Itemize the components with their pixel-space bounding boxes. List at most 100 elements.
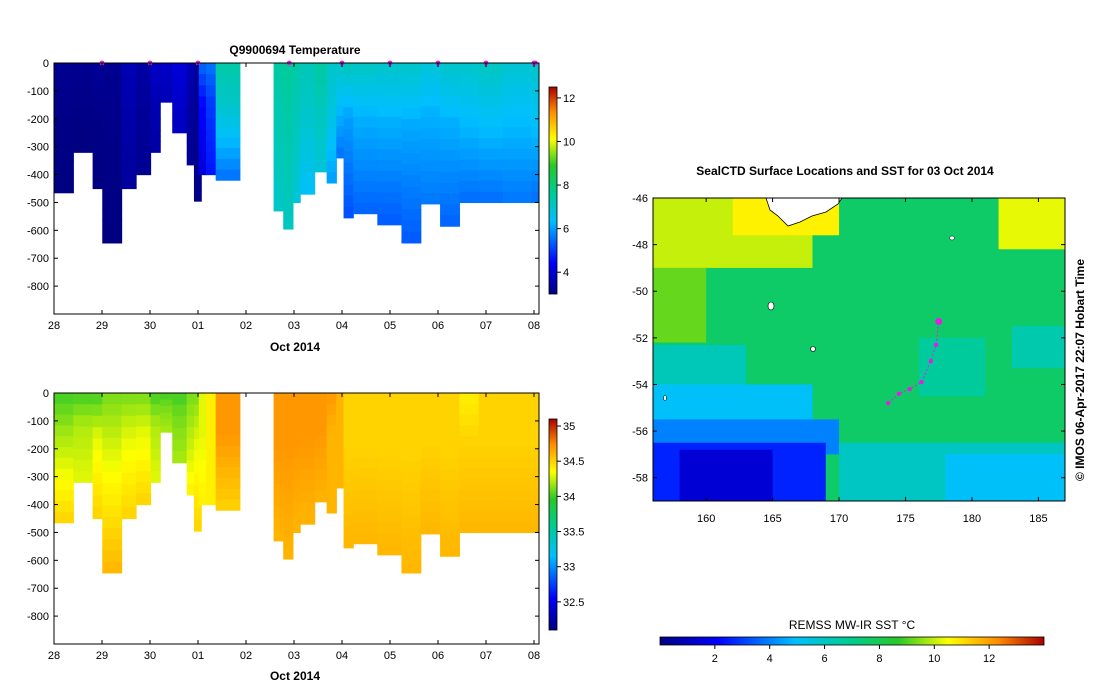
- section-cell: [377, 84, 403, 96]
- section-cell: [172, 451, 188, 464]
- section-cell: [54, 457, 74, 470]
- section-cell: [92, 461, 103, 474]
- section-cell: [377, 468, 403, 480]
- section-cell: [215, 403, 241, 415]
- sst-colorbar: [659, 636, 1045, 646]
- section-cell: [292, 393, 301, 405]
- section-cell: [193, 485, 202, 498]
- section-cell: [136, 482, 152, 494]
- section-cell: [343, 107, 354, 119]
- section-cell: [478, 159, 504, 171]
- section-cell: [440, 436, 460, 448]
- section-cell: [273, 85, 284, 98]
- section-cell: [401, 152, 422, 165]
- section-cell: [531, 95, 539, 107]
- section-cell: [136, 96, 152, 109]
- section-cell: [215, 148, 241, 160]
- section-cell: [531, 116, 539, 128]
- section-cell: [193, 462, 202, 475]
- section-cell: [377, 63, 403, 75]
- section-cell: [336, 403, 345, 415]
- section-cell: [502, 148, 533, 161]
- section-cell: [502, 73, 533, 86]
- section-cell: [502, 414, 533, 426]
- section-cell: [440, 139, 460, 151]
- section-cell: [73, 448, 94, 461]
- section-cell: [292, 500, 301, 512]
- y-tick-label: -300: [27, 472, 49, 484]
- section-cell: [326, 172, 337, 184]
- section-cell: [54, 181, 74, 194]
- island-campbell: [810, 346, 816, 352]
- section-cell: [73, 129, 94, 142]
- section-cell: [478, 403, 504, 416]
- section-cell: [440, 182, 460, 195]
- section-cell: [292, 510, 301, 523]
- section-cell: [215, 158, 241, 171]
- section-cell: [292, 116, 301, 128]
- section-cell: [377, 95, 403, 107]
- section-cell: [102, 209, 123, 221]
- section-cell: [273, 529, 284, 542]
- section-cell: [300, 172, 316, 184]
- section-cell: [440, 393, 460, 405]
- section-cell: [193, 155, 202, 168]
- section-cell: [478, 127, 504, 139]
- section-cell: [92, 472, 103, 485]
- x-tick-label: 02: [240, 320, 252, 332]
- section-cell: [531, 191, 539, 204]
- section-cell: [420, 468, 441, 481]
- section-cell: [136, 118, 152, 131]
- section-cell: [478, 63, 504, 75]
- y-tick-label: -500: [27, 197, 49, 209]
- section-cell: [420, 512, 441, 524]
- section-cell: [314, 84, 328, 97]
- section-cell: [160, 412, 173, 420]
- section-cell: [292, 138, 301, 150]
- section-cell: [459, 489, 480, 501]
- section-cell: [206, 152, 217, 164]
- sst-map-panel: SealCTD Surface Locations and SST for 03…: [632, 164, 1087, 665]
- section-cell: [92, 495, 103, 508]
- colorbar-tick-label: 34: [563, 491, 575, 503]
- section-cell: [401, 209, 422, 221]
- section-cell: [206, 459, 217, 472]
- temperature-cells: [54, 63, 539, 244]
- section-cell: [150, 437, 161, 450]
- section-cell: [377, 414, 403, 426]
- section-cell: [353, 446, 378, 459]
- salinity-cells: [54, 393, 539, 574]
- section-cell: [531, 521, 539, 534]
- section-cell: [186, 96, 200, 109]
- section-cell: [478, 414, 504, 426]
- section-cell: [215, 84, 241, 96]
- section-cell: [440, 534, 460, 546]
- section-cell: [314, 425, 328, 438]
- y-tick-label: 0: [43, 58, 49, 70]
- section-cell: [326, 63, 337, 75]
- section-cell: [459, 148, 480, 161]
- section-cell: [336, 63, 345, 75]
- section-cell: [478, 393, 504, 405]
- section-cell: [54, 425, 74, 437]
- section-cell: [401, 505, 422, 518]
- section-cell: [531, 489, 539, 501]
- section-cell: [459, 521, 480, 534]
- section-cell: [273, 108, 284, 121]
- x-tick-label: 29: [96, 320, 108, 332]
- section-cell: [326, 84, 337, 97]
- section-cell: [206, 85, 217, 98]
- section-cell: [401, 107, 422, 120]
- section-cell: [531, 478, 539, 491]
- section-cell: [502, 468, 533, 480]
- colorbar-tick-label: 4: [563, 267, 569, 279]
- section-cell: [377, 479, 403, 491]
- section-cell: [283, 492, 294, 505]
- section-cell: [172, 427, 188, 441]
- section-cell: [121, 85, 137, 98]
- section-cell: [420, 182, 441, 194]
- section-cell: [459, 138, 480, 150]
- section-cell: [478, 435, 504, 448]
- section-cell: [193, 132, 202, 145]
- section-cell: [401, 449, 422, 462]
